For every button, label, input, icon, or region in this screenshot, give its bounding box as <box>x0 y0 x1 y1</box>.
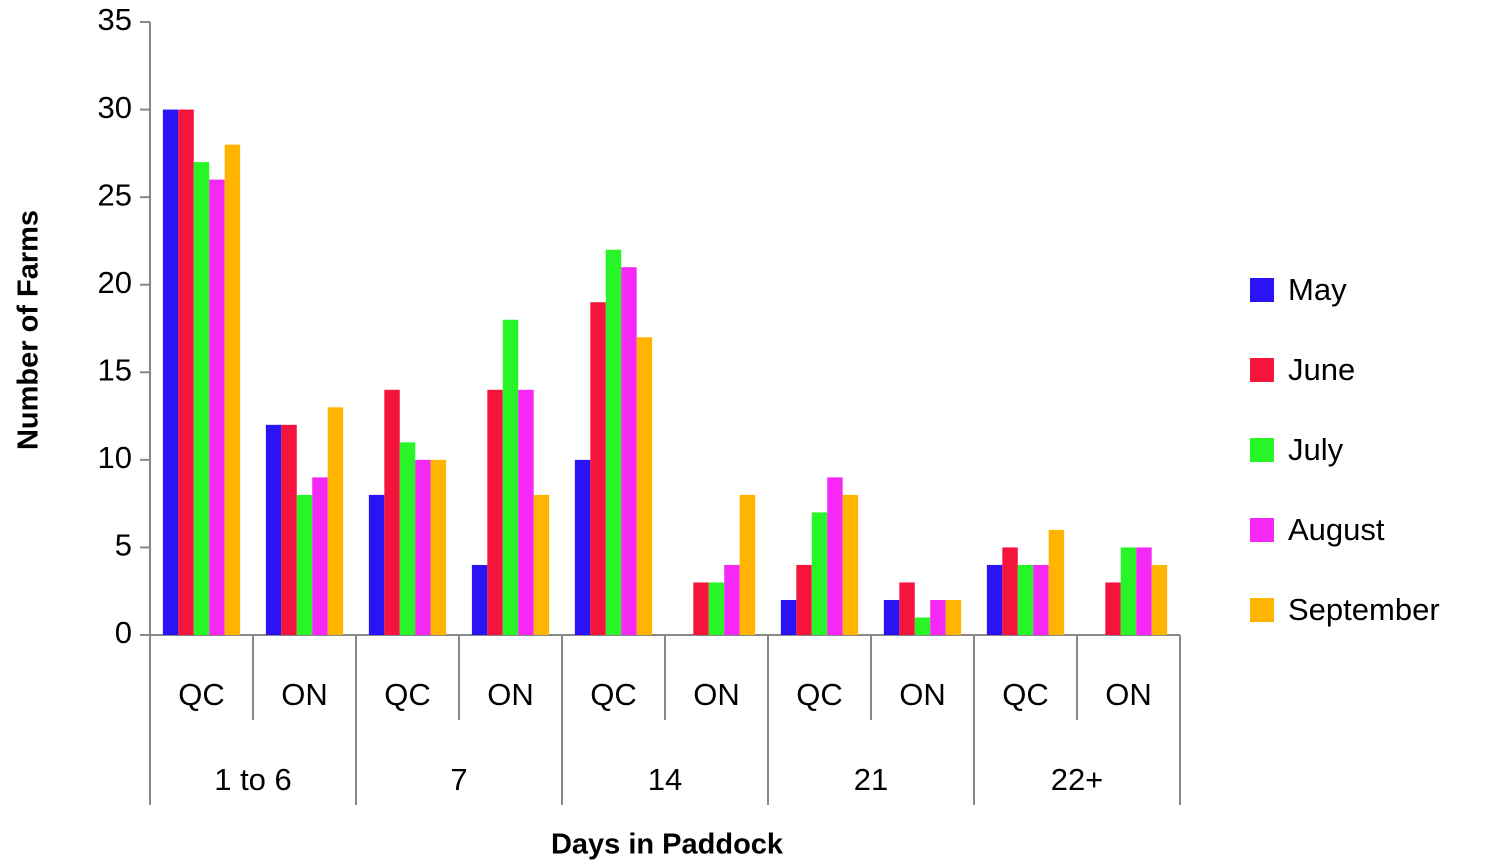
bar <box>296 494 313 635</box>
x-tick-label: ON <box>899 677 946 712</box>
legend-label: May <box>1288 272 1347 307</box>
x-tick-label: QC <box>178 677 225 712</box>
x-tick-label: ON <box>693 677 740 712</box>
bar <box>724 564 740 635</box>
bar <box>636 337 653 635</box>
bar <box>312 477 328 635</box>
legend-swatch <box>1250 598 1274 622</box>
bar <box>399 442 416 635</box>
bar <box>193 162 210 635</box>
bar <box>178 109 194 636</box>
bar <box>415 459 431 635</box>
bar <box>502 319 519 635</box>
x-tick-label: QC <box>796 677 843 712</box>
x-tick-label: QC <box>1002 677 1049 712</box>
bar <box>1002 547 1018 635</box>
x-tick-label: ON <box>487 677 534 712</box>
y-tick-label: 5 <box>115 528 132 563</box>
legend-swatch <box>1250 358 1274 382</box>
bar <box>590 302 606 635</box>
bar <box>162 109 179 636</box>
bar <box>430 459 447 635</box>
bar <box>930 599 946 635</box>
bar <box>1033 564 1049 635</box>
bar <box>384 389 400 635</box>
bar <box>739 494 756 635</box>
bar <box>827 477 843 635</box>
bar <box>471 564 488 635</box>
bar <box>1151 564 1168 635</box>
y-tick-label: 30 <box>98 90 132 125</box>
bar <box>605 249 622 635</box>
bar <box>883 599 900 635</box>
legend-label: June <box>1288 352 1355 387</box>
y-tick-label: 10 <box>98 440 132 475</box>
bar <box>327 407 344 635</box>
x-tick-label: QC <box>384 677 431 712</box>
bar <box>1048 529 1065 635</box>
x-group-label: 14 <box>648 762 682 797</box>
bar <box>1105 582 1121 635</box>
bar <box>487 389 503 635</box>
bar <box>533 494 550 635</box>
bar <box>621 267 637 635</box>
legend-label: July <box>1288 432 1344 467</box>
legend-swatch <box>1250 438 1274 462</box>
x-group-label: 7 <box>450 762 467 797</box>
legend-swatch <box>1250 278 1274 302</box>
x-tick-label: QC <box>590 677 637 712</box>
bar <box>899 582 915 635</box>
x-group-label: 21 <box>854 762 888 797</box>
bar <box>693 582 709 635</box>
y-tick-label: 25 <box>98 177 132 212</box>
x-group-label: 22+ <box>1051 762 1104 797</box>
bar <box>368 494 385 635</box>
bar <box>574 459 591 635</box>
y-tick-label: 15 <box>98 352 132 387</box>
bar <box>796 564 812 635</box>
x-tick-label: ON <box>281 677 328 712</box>
bar <box>780 599 797 635</box>
bar <box>945 599 962 635</box>
y-tick-label: 0 <box>115 615 132 650</box>
bar <box>842 494 859 635</box>
bar <box>1017 564 1034 635</box>
bar <box>224 144 241 635</box>
legend-label: August <box>1288 512 1385 547</box>
y-tick-label: 20 <box>98 265 132 300</box>
y-tick-label: 35 <box>98 2 132 37</box>
bar <box>1136 547 1152 635</box>
legend-swatch <box>1250 518 1274 542</box>
bar <box>914 617 931 635</box>
bar <box>811 512 828 635</box>
y-axis-title: Number of Farms <box>13 210 45 450</box>
x-group-label: 1 to 6 <box>214 762 292 797</box>
bar <box>986 564 1003 635</box>
x-axis-title: Days in Paddock <box>551 829 784 861</box>
legend-label: September <box>1288 592 1440 627</box>
bar <box>209 179 225 635</box>
bar <box>265 424 282 635</box>
bar <box>1120 547 1137 635</box>
bar <box>281 424 297 635</box>
bar <box>708 582 725 635</box>
bar <box>518 389 534 635</box>
x-tick-label: ON <box>1105 677 1152 712</box>
